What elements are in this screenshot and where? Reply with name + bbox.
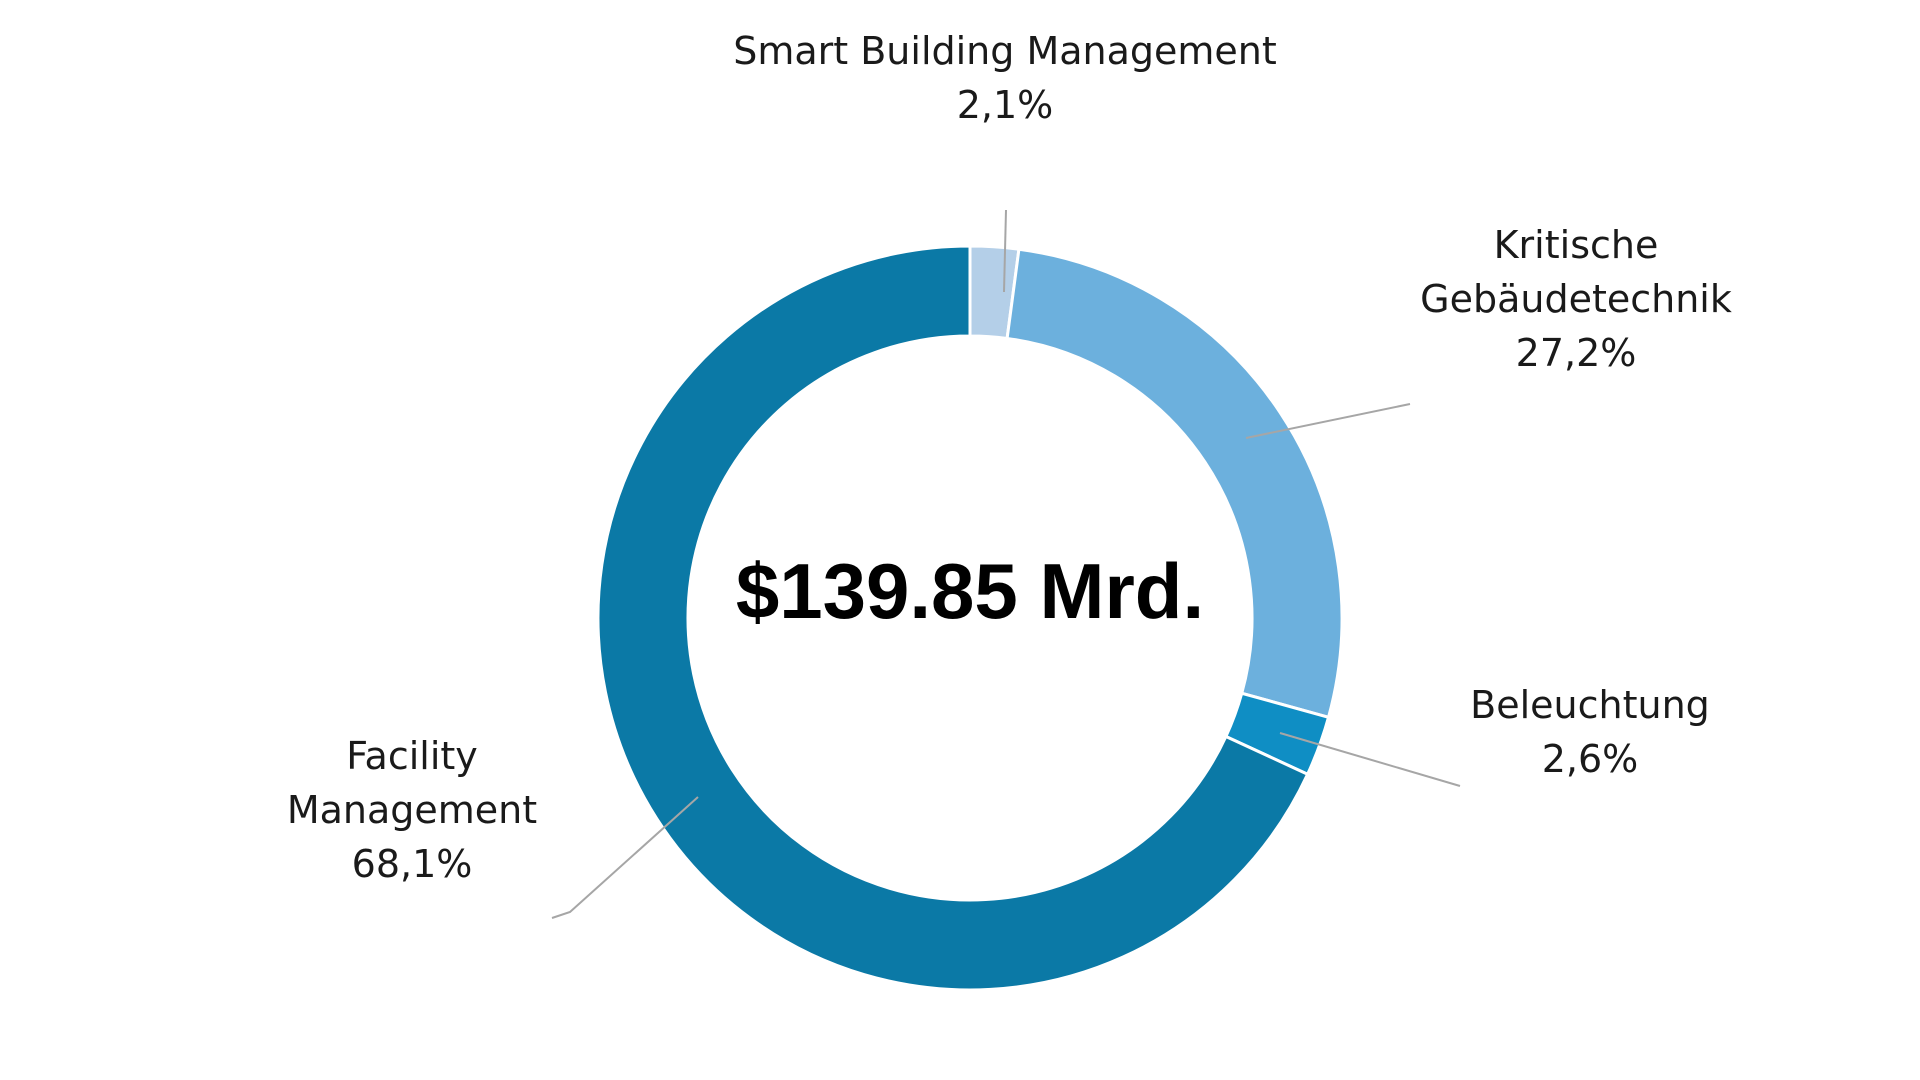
donut-slice-3 bbox=[596, 244, 1310, 992]
leader-line-1 bbox=[1245, 403, 1411, 439]
donut-slice-1 bbox=[1005, 247, 1344, 720]
slice-percent-label: 2,6% bbox=[1542, 737, 1639, 781]
slice-percent-label: 68,1% bbox=[352, 842, 473, 886]
leader-line-2 bbox=[1279, 732, 1461, 787]
slice-name-label: Smart Building Management bbox=[733, 29, 1277, 73]
slice-name-label: Facility bbox=[346, 734, 478, 778]
leader-line-0 bbox=[1003, 209, 1007, 293]
leader-lines bbox=[551, 209, 1461, 919]
slice-percent-label: 2,1% bbox=[957, 83, 1054, 127]
slice-label-3: Facility Management 68,1% bbox=[287, 734, 537, 886]
slice-label-2: Beleuchtung 2,6% bbox=[1470, 683, 1710, 781]
slice-label-0: Smart Building Management 2,1% bbox=[733, 29, 1277, 127]
slice-labels: Smart Building Management 2,1% Kritische Ge… bbox=[287, 29, 1732, 886]
donut-segments bbox=[596, 244, 1344, 992]
slice-name-label: Kritische bbox=[1494, 223, 1659, 267]
leader-line-3 bbox=[551, 796, 699, 919]
center-total-label: $139.85 Mrd. bbox=[736, 547, 1204, 635]
slice-percent-label: 27,2% bbox=[1516, 331, 1637, 375]
slice-name-label: Management bbox=[287, 788, 537, 832]
slice-label-1: Kritische Gebäudetechnik 27,2% bbox=[1420, 223, 1732, 375]
slice-name-label: Gebäudetechnik bbox=[1420, 277, 1732, 321]
slice-name-label: Beleuchtung bbox=[1470, 683, 1710, 727]
